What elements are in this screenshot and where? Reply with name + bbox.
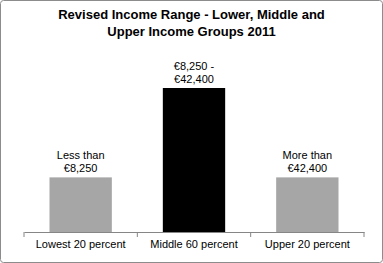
text-line: €8,250: [64, 162, 98, 174]
x-tick-label: Middle 60 percent: [150, 238, 237, 250]
x-axis: Lowest 20 percent Middle 60 percent Upper …: [25, 233, 365, 250]
bar-annotation: Less than€8,250: [57, 149, 105, 174]
category-separator: [137, 232, 138, 237]
category-separator: [364, 232, 365, 237]
bar: [50, 177, 112, 232]
x-axis-line: [25, 232, 365, 233]
chart-frame: [1, 1, 383, 263]
text-line: €42,400: [174, 73, 214, 85]
text-line: Revised Income Range - Lower, Middle and: [58, 7, 325, 22]
chart: Revised Income Range - Lower, Middle and…: [0, 0, 383, 263]
bar-annotation: €8,250 -€42,400: [174, 60, 215, 85]
bar: [276, 177, 338, 232]
bar: [163, 88, 225, 232]
x-tick-label: Upper 20 percent: [265, 238, 350, 250]
x-tick-label: Lowest 20 percent: [36, 238, 126, 250]
text-line: €8,250 -: [174, 60, 215, 72]
category-separator: [250, 232, 251, 237]
text-line: Upper Income Groups 2011: [107, 24, 275, 39]
bars: [50, 88, 339, 232]
bar-annotation: More than€42,400: [283, 149, 333, 174]
x-tick: Upper 20 percent: [265, 238, 350, 250]
x-tick: Lowest 20 percent: [36, 238, 126, 250]
title: Revised Income Range - Lower, Middle and…: [58, 7, 325, 39]
text-line: €42,400: [287, 162, 327, 174]
text-line: More than: [283, 149, 333, 161]
x-tick: Middle 60 percent: [150, 238, 237, 250]
category-separator: [24, 232, 25, 237]
separators: [24, 232, 364, 237]
text-line: Less than: [57, 149, 105, 161]
